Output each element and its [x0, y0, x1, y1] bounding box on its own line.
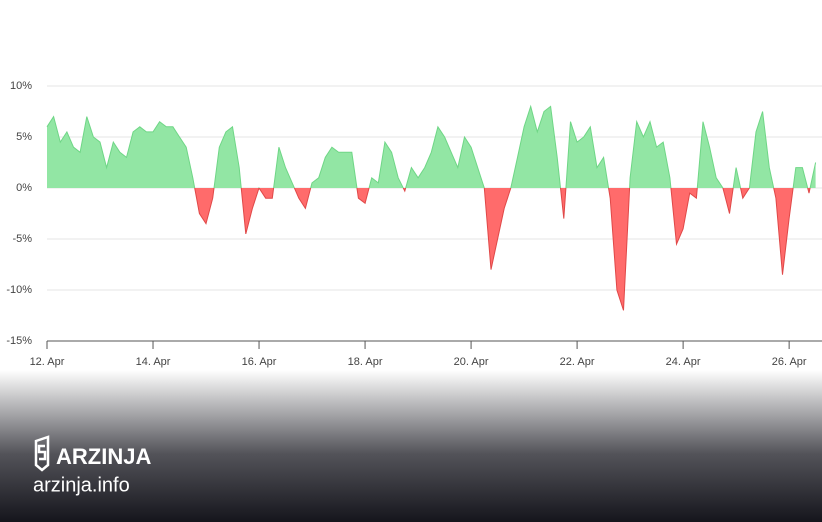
x-tick-label: 24. Apr [666, 356, 701, 368]
url: arzinja.info [33, 474, 130, 496]
y-tick-label: 0% [16, 182, 32, 194]
watermark-shade [0, 370, 822, 522]
x-tick-label: 18. Apr [348, 356, 383, 368]
negative-area [47, 188, 816, 311]
y-tick-label: -10% [6, 284, 32, 296]
logo: ARZINJA arzinja.info [33, 435, 151, 496]
y-tick-label: 5% [16, 131, 32, 143]
plot-area: 10% 5% 0% -5% -10% -15% 12. Apr 14. Apr 16. Apr 1… [6, 80, 822, 368]
positive-line [46, 104, 817, 188]
logo-icon-s [37, 444, 47, 461]
logo-icon [34, 435, 50, 472]
brand: ARZINJA [56, 444, 151, 469]
x-tick-label: 22. Apr [560, 356, 595, 368]
x-tick-label: 12. Apr [30, 356, 65, 368]
negative-line [194, 188, 811, 311]
y-tick-label: -5% [12, 233, 32, 245]
y-tick-label: 10% [10, 80, 32, 92]
y-tick-label: -15% [6, 335, 32, 347]
x-tick-label: 20. Apr [454, 356, 489, 368]
x-tick-label: 26. Apr [772, 356, 807, 368]
x-tick-label: 14. Apr [136, 356, 171, 368]
x-tick-label: 16. Apr [242, 356, 277, 368]
